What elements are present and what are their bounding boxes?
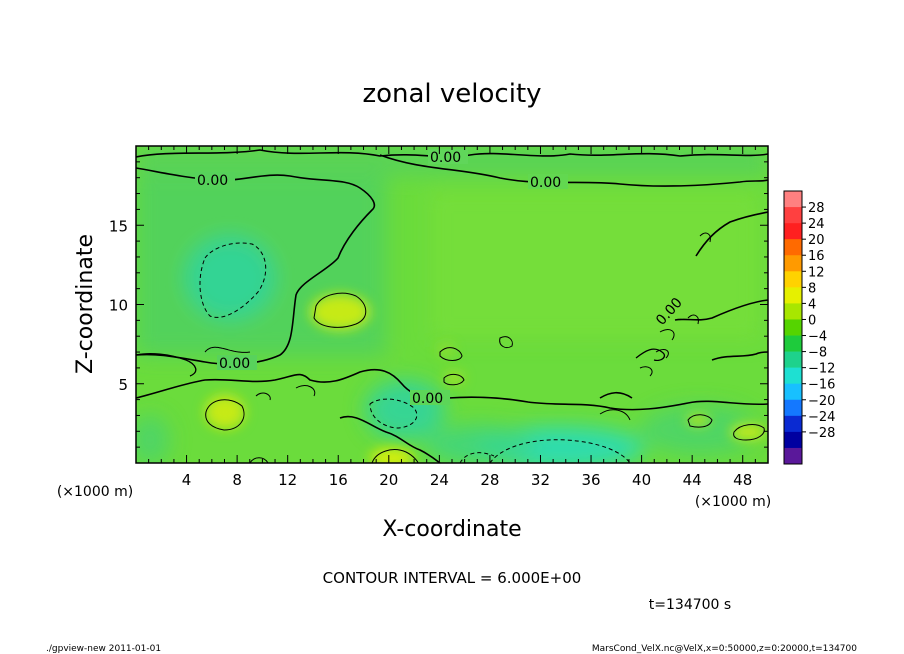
x-tick-label: 28 [480, 471, 499, 489]
colorbar-label: 4 [808, 297, 816, 312]
colorbar-label: −24 [808, 410, 835, 425]
colorbar-label: 16 [808, 249, 825, 264]
colorbar-swatch [784, 319, 802, 336]
colorbar-label: 28 [808, 201, 825, 216]
y-tick-labels: 5 10 15 [109, 217, 128, 394]
x-tick-label: 4 [182, 471, 192, 489]
x-tick-label: 48 [733, 471, 752, 489]
time-text: t=134700 s [649, 597, 731, 613]
chart-title: zonal velocity [362, 79, 541, 109]
zero-contours [136, 149, 768, 463]
colorbar-label: −4 [808, 330, 827, 345]
contour-interval-text: CONTOUR INTERVAL = 6.000E+00 [323, 569, 582, 587]
colorbar-label: 24 [808, 217, 825, 232]
x-tick-label: 20 [379, 471, 398, 489]
x-tick-label: 12 [278, 471, 297, 489]
colorbar-swatch [784, 399, 802, 417]
y-axis-label: Z-coordinate [73, 234, 98, 374]
colorbar-swatch [784, 239, 802, 256]
axis-ticks [136, 146, 768, 463]
x-tick-label: 44 [683, 471, 702, 489]
footer-left: ./gpview-new 2011-01-01 [46, 644, 161, 654]
colorbar-label: −28 [808, 426, 835, 441]
colorbar-swatch [784, 335, 802, 352]
contour-label: 0.00 [219, 356, 250, 372]
y-tick-label: 15 [109, 217, 128, 235]
positive-contours [205, 292, 765, 463]
x-tick-label: 24 [430, 471, 449, 489]
x-tick-label: 16 [329, 471, 348, 489]
x-unit-label: (×1000 m) [695, 494, 771, 510]
colorbar-swatch [784, 351, 802, 368]
contour-label: 0.00 [530, 175, 561, 191]
colorbar-swatch [784, 207, 802, 224]
colorbar-swatch [784, 367, 802, 385]
x-tick-label: 32 [531, 471, 550, 489]
colorbar-swatch [784, 271, 802, 288]
colorbar-swatch [784, 191, 802, 208]
plot-area [136, 146, 768, 463]
colorbar-swatch [784, 447, 802, 465]
x-tick-label: 8 [232, 471, 242, 489]
colorbar-label: 20 [808, 233, 825, 248]
colorbar-swatch [784, 415, 802, 433]
x-axis-label: X-coordinate [382, 517, 521, 542]
negative-contours [199, 242, 631, 463]
y-tick-label: 5 [118, 376, 128, 394]
footer-right: MarsCond_VelX.nc@VelX,x=0:50000,z=0:2000… [592, 644, 857, 654]
colorbar-swatch [784, 287, 802, 304]
x-tick-labels: 4 8 12 16 20 24 28 32 36 40 44 48 [182, 471, 752, 489]
colorbar-label: 0 [808, 313, 816, 328]
colorbar-label: 12 [808, 265, 825, 280]
colorbar-label: −8 [808, 346, 827, 361]
colorbar [783, 190, 803, 465]
colorbar-swatch [784, 303, 802, 320]
colorbar-swatch [784, 223, 802, 240]
colorbar-label: −16 [808, 378, 835, 393]
contour-label: 0.00 [197, 173, 228, 189]
colorbar-label: 8 [808, 281, 816, 296]
colorbar-label: −20 [808, 394, 835, 409]
colorbar-swatch [784, 383, 802, 401]
x-tick-label: 40 [632, 471, 651, 489]
z-unit-label: (×1000 m) [57, 484, 133, 500]
colorbar-label: −12 [808, 362, 835, 377]
x-tick-label: 36 [581, 471, 600, 489]
colorbar-swatch [784, 255, 802, 272]
y-tick-label: 10 [109, 297, 128, 315]
contour-label: 0.00 [430, 150, 461, 166]
colorbar-frame [783, 190, 803, 465]
contour-label: 0.00 [412, 391, 443, 407]
colorbar-swatch [784, 431, 802, 449]
